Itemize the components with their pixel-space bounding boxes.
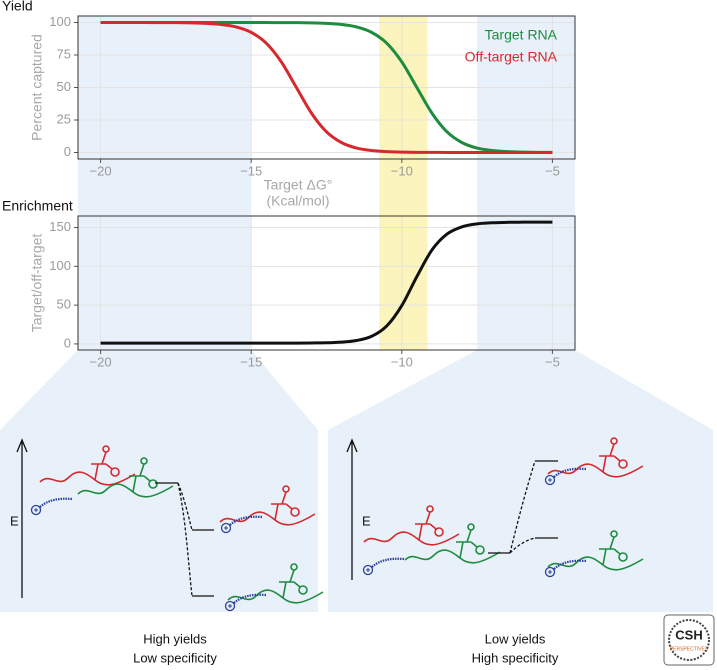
caption: Low yields: [485, 631, 546, 646]
plot-border: [77, 15, 576, 160]
logo-subtext: PERSPECTIVES: [670, 646, 709, 652]
data-line: [100, 220, 553, 345]
y-tick-label: 75: [57, 46, 71, 61]
x-tick-label: −20: [90, 354, 112, 369]
plot-border: [77, 215, 576, 351]
energy-level: [155, 482, 214, 597]
logo-text: CSH: [675, 627, 702, 642]
y-axis-label: Target/off-target: [29, 234, 45, 333]
x-axis-label: Target ΔG°: [264, 177, 333, 193]
energy-label: E: [362, 513, 371, 528]
x-tick-label: −15: [240, 354, 262, 369]
data-line: [100, 20, 553, 155]
logo-ring: [668, 619, 710, 661]
y-axis-label: Percent captured: [29, 34, 45, 141]
x-tick-label: −15: [240, 163, 262, 178]
highlight-connector: [0, 350, 318, 430]
caption: High specificity: [472, 650, 559, 665]
x-tick-label: −10: [391, 163, 413, 178]
legend-entry: Off-target RNA: [465, 49, 558, 65]
energy-axis: [346, 438, 358, 580]
energy-label: E: [10, 513, 19, 528]
y-tick-label: 0: [64, 144, 71, 159]
y-tick-label: 150: [49, 219, 71, 234]
y-tick-label: 50: [57, 297, 71, 312]
y-tick-label: 100: [49, 258, 71, 273]
x-tick-label: −20: [90, 163, 112, 178]
y-tick-label: 0: [64, 335, 71, 350]
charts: 0 25 50 75 100 −20 −15 −10 −5 Yield Percent captur…: [2, 0, 576, 369]
panel-box: [328, 430, 713, 612]
chart-title: Yield: [2, 0, 33, 14]
highlight-band: [78, 16, 252, 350]
y-tick-label: 50: [57, 79, 71, 94]
caption: High yields: [143, 631, 207, 646]
energy-level: [488, 460, 558, 554]
chart-title: Enrichment: [2, 198, 73, 214]
background-layer: [0, 16, 713, 430]
logo-box: [663, 614, 715, 666]
x-tick-label: −10: [391, 354, 413, 369]
transition: [509, 460, 536, 554]
x-axis-unit: (Kcal/mol): [266, 193, 329, 209]
x-tick-label: −5: [545, 354, 560, 369]
panel-box: [0, 430, 318, 612]
highlight-band: [379, 16, 428, 350]
highlight-band: [477, 16, 575, 350]
energy-axis: [16, 438, 28, 598]
transition: [177, 482, 193, 597]
y-tick-label: 25: [57, 111, 71, 126]
y-tick-label: 100: [49, 14, 71, 29]
caption: Low specificity: [133, 650, 217, 665]
legend-entry: Target RNA: [485, 27, 558, 43]
x-tick-label: −5: [545, 163, 560, 178]
highlight-connector: [328, 350, 713, 430]
